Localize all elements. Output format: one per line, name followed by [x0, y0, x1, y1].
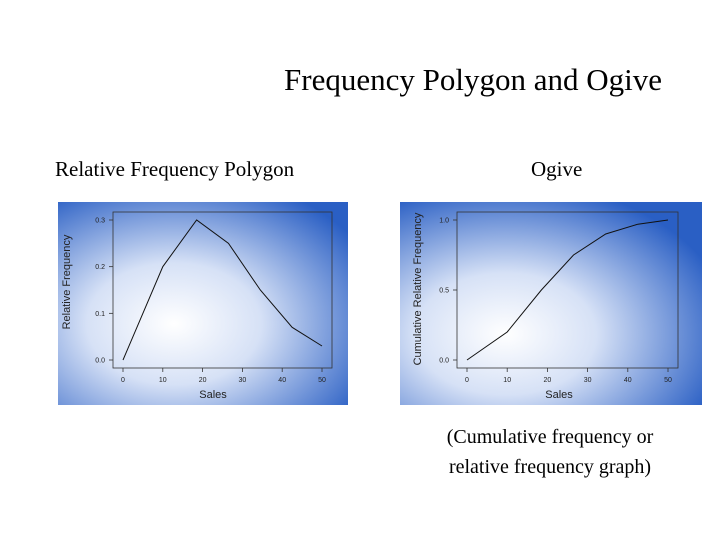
ogive-title: Ogive: [531, 157, 583, 181]
ogive-caption: (Cumulative frequency or relative freque…: [420, 422, 680, 482]
polygon-marks: 0 10 20 30 40 50 0.0 0.1 0.2 0.3 Sales Relative Fre…: [61, 211, 333, 401]
x-tick-label: 10: [503, 377, 511, 384]
x-tick-label: 50: [318, 377, 326, 384]
polygon-chart-svg: 0 10 20 30 40 50 0.0 0.1 0.2 0.3 Sales Relative Fre…: [58, 202, 348, 405]
x-tick-label: 40: [278, 377, 286, 384]
y-axis-label: Cumulative Relative Frequency: [412, 212, 424, 365]
series-line: [466, 219, 669, 361]
y-tick-label: 0.5: [439, 288, 449, 295]
x-tick-label: 20: [199, 377, 207, 384]
y-tick-label: 1.0: [439, 218, 449, 225]
x-tick-label: 0: [121, 377, 125, 384]
relative-frequency-polygon-chart: 0 10 20 30 40 50 0.0 0.1 0.2 0.3 Sales Relative Fre…: [58, 202, 348, 417]
polygon-title: Relative Frequency Polygon: [55, 157, 295, 181]
y-tick-label: 0.2: [95, 264, 105, 271]
plot-frame: [112, 211, 333, 369]
caption-line-2: relative frequency graph): [448, 456, 652, 478]
caption-line-1: (Cumulative frequency or: [446, 426, 654, 448]
x-axis-label: Sales: [199, 389, 227, 401]
y-axis-label: Relative Frequency: [61, 234, 73, 329]
y-tick-label: 0.1: [95, 311, 105, 318]
ogive-chart-svg: 0 10 20 30 40 50 0.0 0.5 1.0 Sales Cumulative Rela…: [400, 202, 702, 405]
ogive-marks: 0 10 20 30 40 50 0.0 0.5 1.0 Sales Cumulative Rela…: [412, 211, 679, 401]
y-tick-label: 0.3: [95, 218, 105, 225]
series-line: [122, 219, 323, 361]
ogive-panel-background: [400, 202, 702, 405]
y-tick-label: 0.0: [95, 358, 105, 365]
x-tick-label: 50: [664, 377, 672, 384]
polygon-panel-background: [58, 202, 348, 405]
x-tick-label: 30: [584, 377, 592, 384]
x-tick-label: 40: [624, 377, 632, 384]
y-tick-label: 0.0: [439, 358, 449, 365]
ogive-chart: 0 10 20 30 40 50 0.0 0.5 1.0 Sales Cumulative Rela…: [400, 202, 702, 417]
x-axis-label: Sales: [545, 389, 573, 401]
x-tick-label: 10: [159, 377, 167, 384]
x-tick-label: 30: [239, 377, 247, 384]
slide-title: Frequency Polygon and Ogive: [284, 62, 662, 97]
x-tick-label: 0: [465, 377, 469, 384]
x-tick-label: 20: [544, 377, 552, 384]
